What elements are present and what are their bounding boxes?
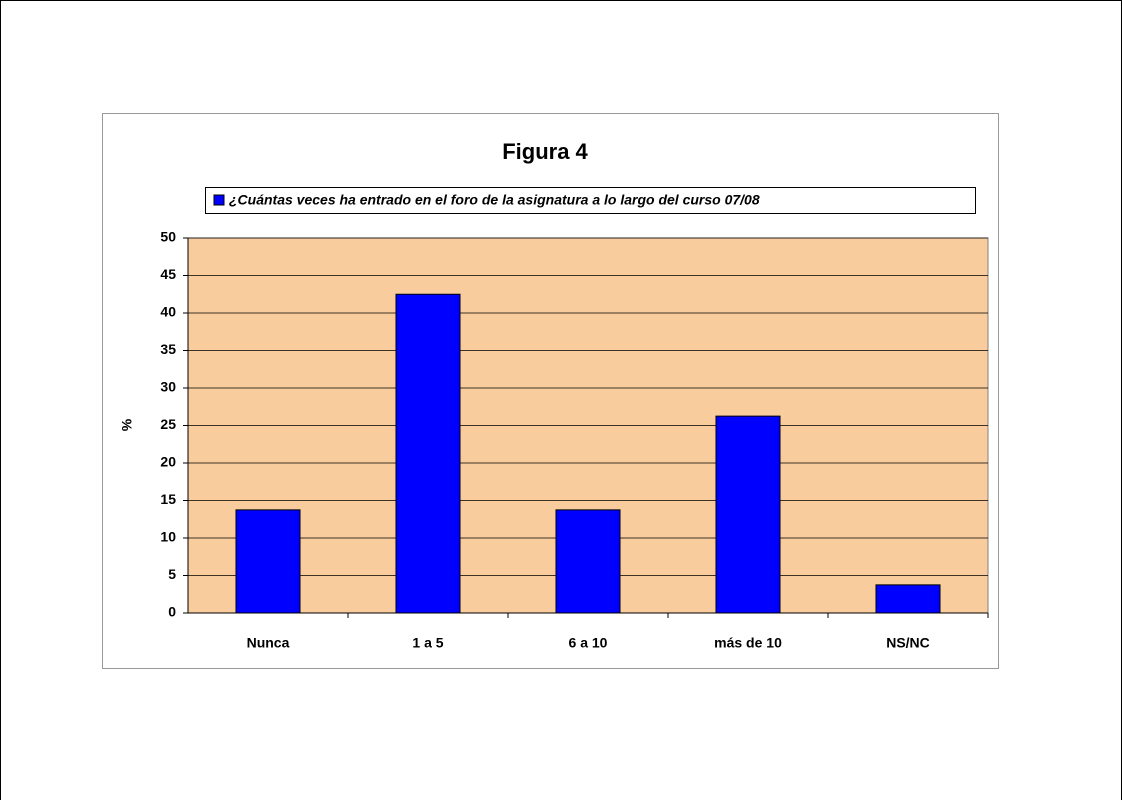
y-tick-label: 15 <box>160 491 176 507</box>
legend-label: ¿Cuántas veces ha entrado en el foro de … <box>229 192 760 208</box>
x-tick-label: 1 a 5 <box>412 635 443 651</box>
bar <box>235 509 301 614</box>
legend-box <box>205 187 976 214</box>
bar <box>875 584 941 614</box>
chart-title: Figura 4 <box>502 139 588 164</box>
bar <box>715 415 781 614</box>
x-tick-label: 6 a 10 <box>569 635 608 651</box>
y-tick-label: 30 <box>160 379 176 395</box>
y-tick-label: 20 <box>160 454 176 470</box>
legend-swatch <box>213 194 225 206</box>
y-tick-label: 0 <box>168 604 176 620</box>
bar <box>395 293 461 614</box>
x-tick-label: más de 10 <box>714 635 782 651</box>
x-tick-label: NS/NC <box>886 635 930 651</box>
y-tick-label: 10 <box>160 529 176 545</box>
y-tick-label: 50 <box>160 229 176 245</box>
y-tick-label: 40 <box>160 304 176 320</box>
y-axis-label: % <box>119 418 135 431</box>
x-tick-label: Nunca <box>247 635 290 651</box>
y-tick-label: 25 <box>160 416 176 432</box>
bar <box>555 509 621 614</box>
y-tick-label: 35 <box>160 341 176 357</box>
y-tick-label: 5 <box>168 566 176 582</box>
y-tick-label: 45 <box>160 266 176 282</box>
